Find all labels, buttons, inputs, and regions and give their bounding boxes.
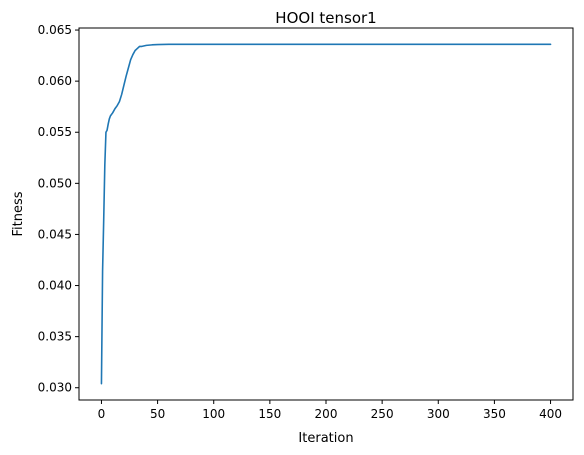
- y-tick-label: 0.030: [38, 381, 72, 395]
- plot-area: [79, 28, 573, 400]
- x-tick-label: 300: [427, 407, 450, 421]
- x-axis: 0 50 100 150 200 250 300 350 400: [98, 400, 562, 421]
- x-tick-label: 200: [315, 407, 338, 421]
- x-tick-label: 0: [98, 407, 106, 421]
- x-tick-label: 150: [258, 407, 281, 421]
- y-axis: 0.030 0.035 0.040 0.045 0.050 0.055 0.060 0.065: [38, 23, 79, 395]
- y-tick-label: 0.065: [38, 23, 72, 37]
- y-tick-label: 0.060: [38, 74, 72, 88]
- y-tick-label: 0.040: [38, 279, 72, 293]
- x-tick-label: 250: [371, 407, 394, 421]
- plot-frame: [78, 27, 574, 401]
- x-tick-label: 400: [539, 407, 562, 421]
- chart-title: HOOI tensor1: [275, 9, 376, 27]
- y-tick-label: 0.050: [38, 176, 72, 190]
- x-tick-label: 350: [483, 407, 506, 421]
- series-layer: [100, 43, 552, 385]
- y-tick-label: 0.045: [38, 227, 72, 241]
- x-tick-label: 50: [150, 407, 165, 421]
- x-axis-label: Iteration: [298, 431, 353, 446]
- x-tick-label: 100: [202, 407, 225, 421]
- series-line-0: [100, 43, 552, 385]
- y-tick-label: 0.055: [38, 125, 72, 139]
- y-axis-label: Fitness: [11, 191, 26, 236]
- y-tick-label: 0.035: [38, 330, 72, 344]
